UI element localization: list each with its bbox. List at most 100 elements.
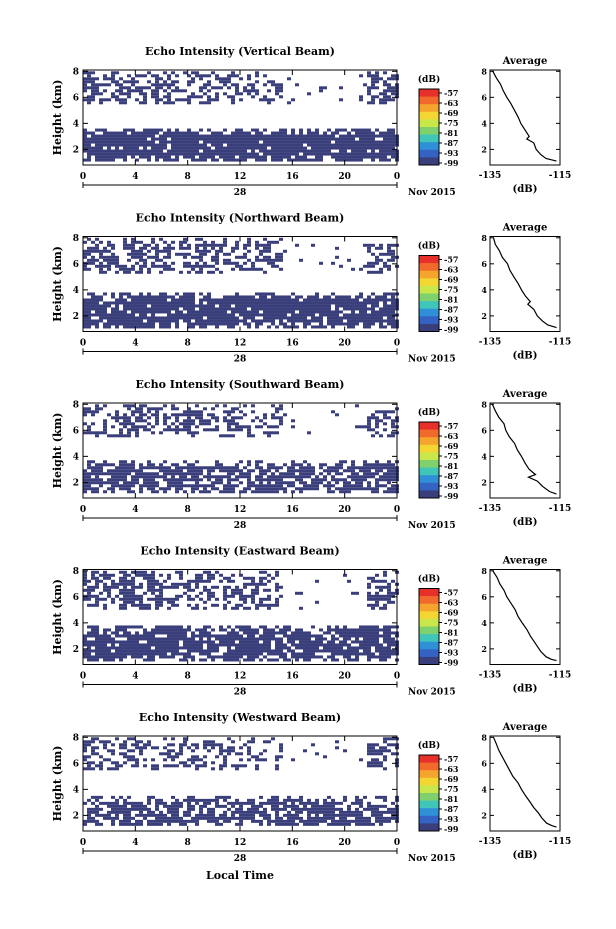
echo-cell	[95, 600, 99, 604]
echo-cell	[351, 469, 355, 473]
echo-cell	[103, 637, 107, 641]
echo-cell	[175, 652, 179, 656]
echo-cell	[167, 313, 171, 317]
echo-cell	[115, 255, 119, 259]
echo-cell	[271, 413, 275, 417]
x-tick-label: 0	[394, 172, 400, 182]
echo-cell	[359, 643, 363, 647]
echo-cell	[339, 158, 343, 162]
echo-cell	[179, 152, 183, 156]
echo-cell	[143, 243, 147, 247]
colorbar-frame	[418, 588, 440, 665]
echo-cell	[283, 658, 287, 662]
echo-cell	[107, 628, 111, 632]
echo-cell	[275, 582, 279, 586]
echo-cell	[391, 92, 395, 96]
echo-cell	[139, 307, 143, 311]
echo-cell	[191, 316, 195, 320]
echo-cell	[131, 481, 135, 485]
echo-cell	[291, 149, 295, 153]
echo-cell	[363, 425, 367, 429]
echo-cell	[247, 298, 251, 302]
y-axis-label: Height (km)	[51, 413, 64, 489]
echo-cell	[359, 801, 363, 805]
echo-cell	[383, 295, 387, 299]
echo-cell	[375, 490, 379, 494]
echo-cell	[235, 143, 239, 147]
echo-cell	[379, 579, 383, 583]
echo-cell	[155, 637, 159, 641]
echo-cell	[151, 634, 155, 638]
echo-cell	[139, 152, 143, 156]
echo-cell	[211, 407, 215, 411]
echo-cell	[115, 261, 119, 265]
echo-cell	[231, 606, 235, 610]
echo-cell	[99, 655, 103, 659]
echo-cell	[251, 576, 255, 580]
echo-cell	[255, 606, 259, 610]
echo-cell	[171, 240, 175, 244]
echo-cell	[155, 582, 159, 586]
echo-cell	[275, 652, 279, 656]
echo-cell	[87, 813, 91, 817]
echo-cell	[147, 801, 151, 805]
echo-cell	[111, 822, 115, 826]
echo-cell	[91, 240, 95, 244]
echo-cell	[95, 643, 99, 647]
echo-cell	[155, 319, 159, 323]
echo-cell	[139, 313, 143, 317]
echo-cell	[267, 243, 271, 247]
echo-cell	[151, 585, 155, 589]
echo-cell	[371, 95, 375, 99]
echo-cell	[139, 425, 143, 429]
echo-cell	[107, 594, 111, 598]
echo-cell	[359, 149, 363, 153]
echo-cell	[179, 573, 183, 577]
echo-cell	[263, 246, 267, 250]
echo-cell	[251, 481, 255, 485]
echo-cell	[163, 475, 167, 479]
profile-y-label: 2	[481, 311, 487, 321]
echo-cell	[211, 475, 215, 479]
echo-cell	[323, 484, 327, 488]
x-tick-label: 12	[234, 505, 247, 515]
echo-cell	[287, 646, 291, 650]
echo-cell	[379, 646, 383, 650]
echo-cell	[231, 319, 235, 323]
echo-cell	[367, 822, 371, 826]
echo-cell	[367, 628, 371, 632]
echo-cell	[167, 77, 171, 81]
echo-cell	[87, 407, 91, 411]
echo-cell	[163, 490, 167, 494]
echo-cell	[359, 158, 363, 162]
echo-cell	[363, 475, 367, 479]
echo-cell	[339, 86, 343, 90]
echo-cell	[315, 158, 319, 162]
echo-cell	[307, 649, 311, 653]
echo-cell	[223, 640, 227, 644]
echo-cell	[195, 582, 199, 586]
echo-cell	[159, 134, 163, 138]
echo-cell	[187, 597, 191, 601]
echo-cell	[115, 594, 119, 598]
echo-cell	[111, 155, 115, 159]
echo-cell	[223, 469, 227, 473]
echo-cell	[287, 816, 291, 820]
echo-cell	[359, 634, 363, 638]
echo-cell	[159, 798, 163, 802]
echo-cell	[87, 152, 91, 156]
echo-cell	[287, 77, 291, 81]
echo-cell	[367, 475, 371, 479]
echo-cell	[83, 252, 87, 256]
echo-cell	[363, 472, 367, 476]
echo-cell	[175, 637, 179, 641]
echo-cell	[123, 466, 127, 470]
echo-cell	[167, 301, 171, 305]
echo-cell	[159, 264, 163, 268]
echo-cell	[187, 655, 191, 659]
echo-cell	[355, 322, 359, 326]
echo-cell	[303, 631, 307, 635]
echo-cell	[103, 258, 107, 262]
echo-cell	[103, 158, 107, 162]
echo-cell	[83, 801, 87, 805]
